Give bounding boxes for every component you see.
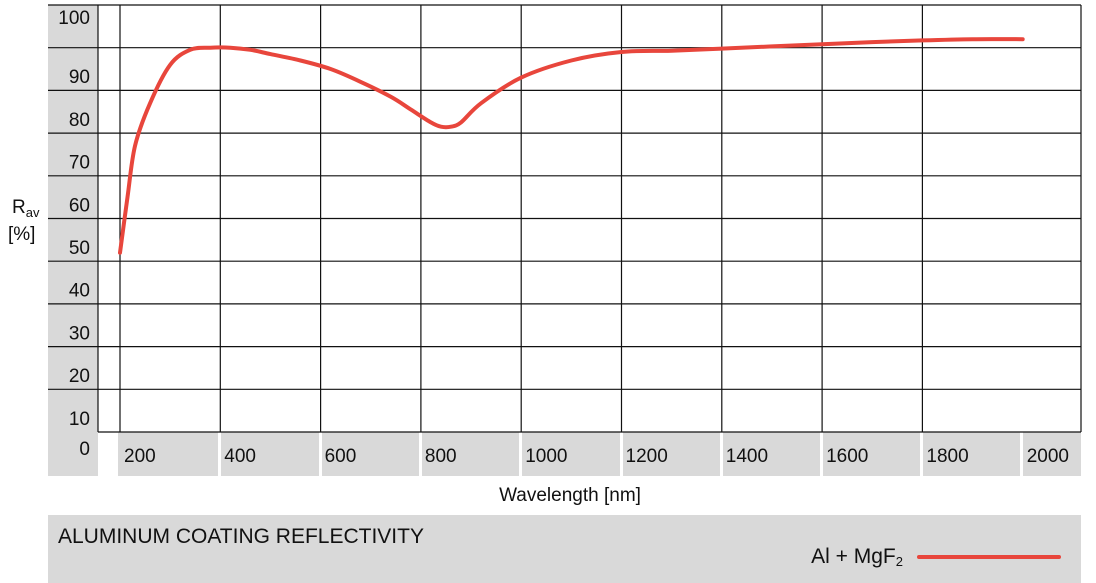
- x-tick-label: 800: [425, 446, 457, 467]
- y-tick-label: 80: [69, 110, 90, 131]
- y-tick-label: 40: [69, 281, 90, 302]
- band-gap: [920, 432, 923, 476]
- band-gap: [218, 432, 221, 476]
- y-tick-label: 10: [69, 409, 90, 430]
- legend-label: Al + MgF2: [811, 545, 903, 569]
- y-axis-unit: [%]: [8, 224, 35, 245]
- x-axis-label: Wavelength [nm]: [499, 485, 641, 506]
- band-gap: [1020, 432, 1023, 476]
- series-line-al-mgf2: [118, 37, 1025, 255]
- x-tick-label: 1200: [626, 446, 668, 467]
- x-tick-label: 1400: [726, 446, 768, 467]
- y-tick-label: 70: [69, 153, 90, 174]
- band-gap: [98, 432, 118, 476]
- x-tick-label: 400: [224, 446, 256, 467]
- y-tick-label: 20: [69, 366, 90, 387]
- x-tick-label: 200: [124, 446, 156, 467]
- x-tick-label: 1000: [525, 446, 567, 467]
- legend-swatch: [917, 555, 1061, 559]
- band-gap: [820, 432, 823, 476]
- band-gap: [319, 432, 322, 476]
- x-tick-label: 2000: [1027, 446, 1069, 467]
- x-tick-label: 600: [325, 446, 357, 467]
- x-tick-label: 1600: [826, 446, 868, 467]
- y-tick-label: 50: [69, 238, 90, 259]
- band-gap: [419, 432, 422, 476]
- y-axis-label: Rav: [12, 197, 40, 220]
- y-tick-label: 60: [69, 195, 90, 216]
- y-tick-label: 90: [69, 67, 90, 88]
- y-label-band: [48, 5, 98, 476]
- chart-title: ALUMINUM COATING REFLECTIVITY: [58, 525, 424, 548]
- band-gap: [620, 432, 623, 476]
- title-panel: ALUMINUM COATING REFLECTIVITY Al + MgF2: [48, 515, 1081, 583]
- y-tick-label: 30: [69, 323, 90, 344]
- legend: Al + MgF2: [811, 545, 1061, 569]
- x-tick-label: 1800: [926, 446, 968, 467]
- y-tick-label: 100: [58, 8, 90, 29]
- y-tick-label: 0: [79, 439, 90, 460]
- band-gap: [720, 432, 723, 476]
- band-gap: [519, 432, 522, 476]
